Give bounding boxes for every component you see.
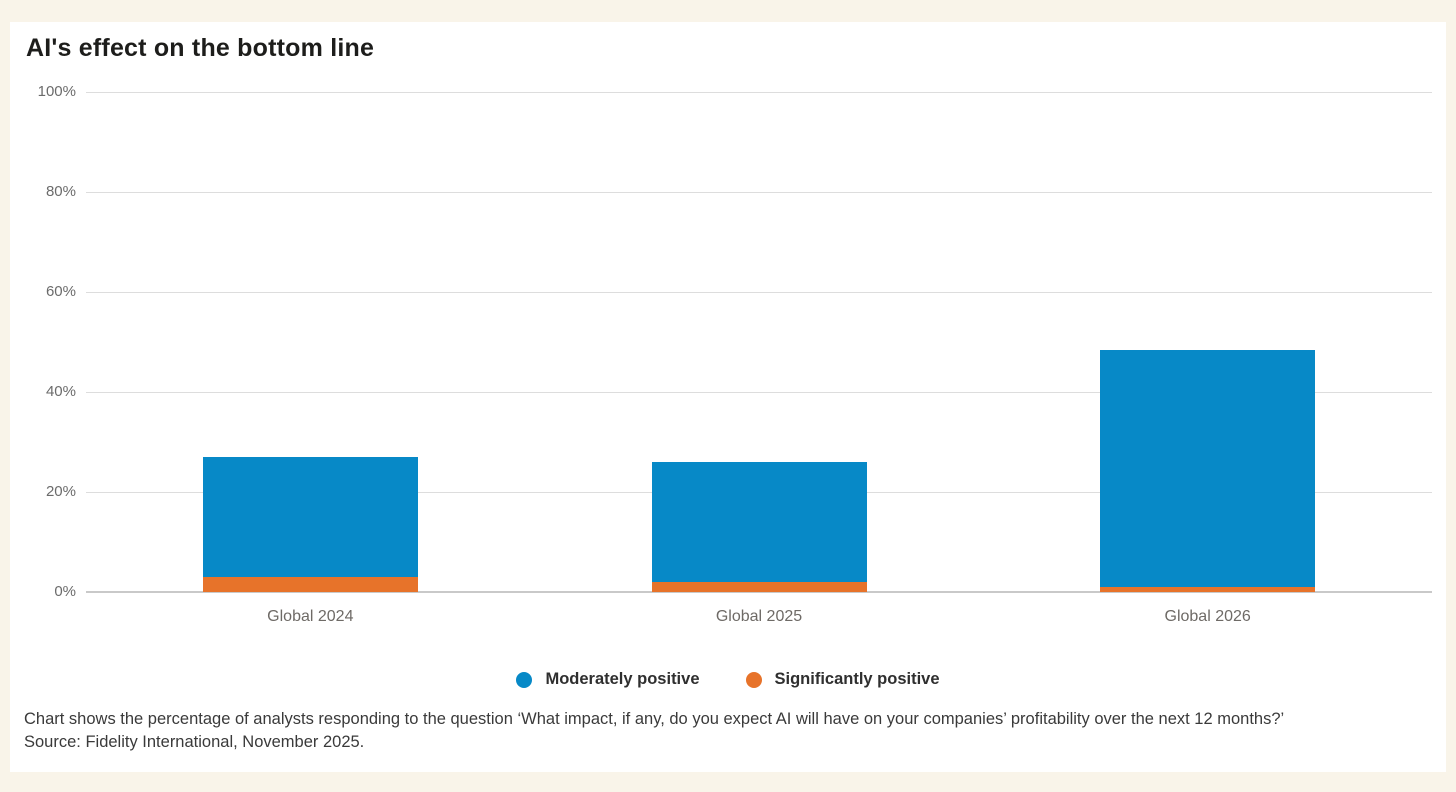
bar-global-2026 [1100,349,1316,592]
bar-global-2025 [651,462,867,592]
legend-dot-icon [745,671,762,688]
footnote: Chart shows the percentage of analysts r… [24,708,1434,754]
bar-segment-moderately-positive [1100,349,1316,587]
legend-item-significantly-positive[interactable]: Significantly positive [745,670,940,689]
x-axis-line [86,591,1432,593]
x-category-label: Global 2026 [1164,608,1251,625]
chart: Global 2024 Global 2025 Global 2026 100% 80… [10,22,1446,642]
bar-segment-significantly-positive [1100,587,1316,592]
y-tick-label: 20% [45,483,76,500]
y-tick-label: 80% [45,183,76,200]
bar-segment-moderately-positive [202,457,418,577]
y-tick-label: 100% [37,83,76,100]
bar-segment-moderately-positive [651,462,867,582]
chart-title: AI's effect on the bottom line [26,34,375,62]
y-tick-label: 60% [45,283,76,300]
plot-area: Global 2024 Global 2025 Global 2026 [86,92,1432,625]
gridline [86,92,1432,93]
bar-segment-significantly-positive [202,577,418,592]
gridline [86,392,1432,393]
legend-dot-icon [516,671,533,688]
y-tick-label: 40% [45,383,76,400]
legend-item-moderately-positive[interactable]: Moderately positive [516,670,700,689]
x-category-label: Global 2025 [715,608,803,625]
y-tick-label: 0% [54,583,76,600]
footnote-question: Chart shows the percentage of analysts r… [24,710,1285,728]
gridline [86,192,1432,193]
gridline [86,292,1432,293]
chart-legend: Moderately positive Significantly positiv… [10,670,1446,689]
footnote-source: Source: Fidelity International, November… [24,733,365,751]
legend-label: Moderately positive [545,670,700,688]
bar-segment-significantly-positive [651,582,867,592]
bar-global-2024 [202,457,418,592]
chart-card: AI's effect on the bottom line Global 20… [10,22,1446,772]
legend-label: Significantly positive [774,670,940,688]
x-category-label: Global 2024 [267,608,354,625]
